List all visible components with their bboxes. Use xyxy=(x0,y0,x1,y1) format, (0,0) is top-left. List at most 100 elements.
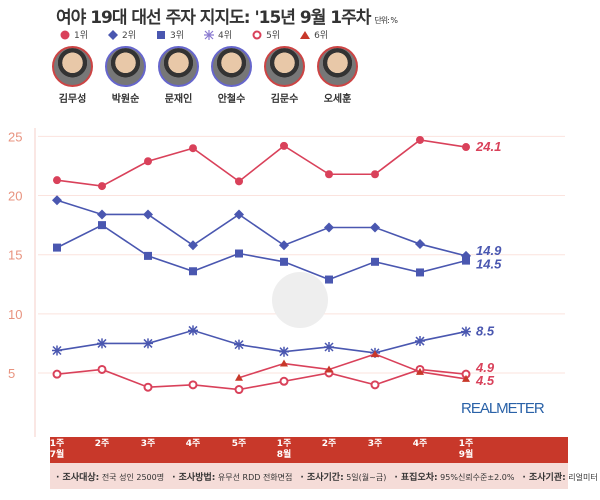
legend-item-5: 5위 xyxy=(252,28,280,41)
legend-item-3: 3위 xyxy=(156,28,184,41)
data-point xyxy=(325,275,333,284)
data-point xyxy=(280,257,288,266)
avatar-photo xyxy=(264,46,305,87)
series-line-오세훈 xyxy=(238,353,467,380)
data-point xyxy=(280,141,288,150)
data-point xyxy=(416,367,424,375)
data-point xyxy=(325,365,333,373)
realmeter-logo: REALMETER xyxy=(461,400,545,417)
x-tick-label: 4주 xyxy=(412,439,428,449)
y-tick-label: 15 xyxy=(8,248,22,263)
data-point xyxy=(235,373,243,381)
data-label: 4.9 xyxy=(475,360,495,375)
y-tick-label: 20 xyxy=(8,189,22,204)
data-point xyxy=(415,336,425,347)
avatar-photo xyxy=(317,46,358,87)
legend-item-4: 4위 xyxy=(204,28,232,41)
candidate-name: 박원순 xyxy=(111,94,140,105)
watermark-emblem xyxy=(272,272,328,328)
avatar-photo xyxy=(211,46,252,87)
candidate-name: 문재인 xyxy=(164,94,193,105)
data-point xyxy=(325,170,333,179)
candidate-avatar: 박원순 xyxy=(103,46,148,105)
chart-title: 여야 19대 대선 주자 지지도: '15년 9월 1주차 단위: % xyxy=(56,8,398,28)
candidate-name: 오세훈 xyxy=(323,94,352,105)
data-point xyxy=(53,243,61,252)
survey-info-item: · 조사방법: 유무선 RDD 전화면접 xyxy=(172,472,293,483)
data-point xyxy=(324,341,334,352)
data-point xyxy=(97,338,107,349)
y-tick-label: 5 xyxy=(8,366,15,381)
candidate-avatar: 김문수 xyxy=(262,46,307,105)
unit-label: 단위: % xyxy=(374,16,398,25)
data-point xyxy=(52,369,62,379)
legend-item-1: 1위 xyxy=(60,28,88,41)
data-point xyxy=(188,240,198,251)
data-point xyxy=(188,325,198,336)
x-tick-label: 1주 9월 xyxy=(458,439,474,460)
data-point xyxy=(234,339,244,350)
candidate-avatar: 오세훈 xyxy=(315,46,360,105)
data-label: 8.5 xyxy=(476,324,495,339)
data-label: 24.1 xyxy=(475,139,501,154)
data-label: 14.5 xyxy=(476,257,502,272)
data-point xyxy=(462,256,470,265)
data-point xyxy=(53,176,61,185)
series-line-김문수 xyxy=(56,368,467,391)
y-tick-label: 10 xyxy=(8,307,22,322)
data-label: 14.9 xyxy=(476,243,502,258)
data-point xyxy=(462,374,470,382)
data-point xyxy=(189,144,197,153)
avatar-photo xyxy=(158,46,199,87)
x-tick-label: 3주 xyxy=(140,439,156,449)
data-label: 4.5 xyxy=(475,373,495,388)
data-point xyxy=(143,209,153,220)
data-point xyxy=(97,209,107,220)
candidate-name: 안철수 xyxy=(217,94,246,105)
x-tick-label: 1주 7월 xyxy=(49,439,65,460)
data-point xyxy=(279,240,289,251)
avatar-photo xyxy=(52,46,93,87)
candidate-avatar: 문재인 xyxy=(156,46,201,105)
line-chart: 5 10 15 20 25 24.1 14.914.5 8.5 4.94.5 xyxy=(8,128,565,437)
candidate-name: 김무성 xyxy=(58,94,87,105)
avatar-photo xyxy=(105,46,146,87)
x-tick-label: 1주 8월 xyxy=(276,439,292,460)
survey-info-item: · 조사기간: 5일(월~금) xyxy=(300,472,387,483)
survey-info: · 조사대상: 전국 성인 2500명 · 조사방법: 유무선 RDD 전화면접 ·… xyxy=(50,463,598,489)
x-tick-label: 2주 xyxy=(94,439,110,449)
candidate-avatar: 안철수 xyxy=(209,46,254,105)
data-point xyxy=(279,346,289,357)
series-line-문재인 xyxy=(56,224,467,281)
data-point xyxy=(416,135,424,144)
data-point xyxy=(371,257,379,266)
data-point xyxy=(98,221,106,230)
x-axis-bar: 1주 7월 2주 3주 4주 5주 1주 8월 2주 3주 4주 1주 9월 xyxy=(50,437,568,463)
series-line-김무성 xyxy=(56,139,467,187)
x-tick-label: 4주 xyxy=(185,439,201,449)
data-point xyxy=(416,268,424,277)
data-point xyxy=(280,359,288,367)
data-point xyxy=(234,385,244,395)
data-point xyxy=(189,267,197,276)
data-point xyxy=(415,239,425,250)
data-point xyxy=(144,251,152,260)
x-tick-label: 5주 xyxy=(231,439,247,449)
candidate-name: 김문수 xyxy=(270,94,299,105)
data-point xyxy=(461,326,471,337)
candidate-avatar: 김무성 xyxy=(50,46,95,105)
data-point xyxy=(52,345,62,356)
data-point xyxy=(234,209,244,220)
y-tick-label: 25 xyxy=(8,129,22,144)
legend-item-2: 2위 xyxy=(108,28,136,41)
x-tick-label: 2주 xyxy=(321,439,337,449)
data-point xyxy=(97,364,107,374)
data-point xyxy=(98,182,106,191)
survey-info-item: · 조사기관: 리얼미터 xyxy=(522,472,598,483)
survey-info-item: · 조사대상: 전국 성인 2500명 xyxy=(56,472,165,483)
data-point xyxy=(235,249,243,258)
data-point xyxy=(370,380,380,390)
survey-info-item: · 표집오차: 95%신뢰수준±2.0% xyxy=(394,472,515,483)
data-point xyxy=(279,376,289,386)
series-line-안철수 xyxy=(56,329,467,354)
